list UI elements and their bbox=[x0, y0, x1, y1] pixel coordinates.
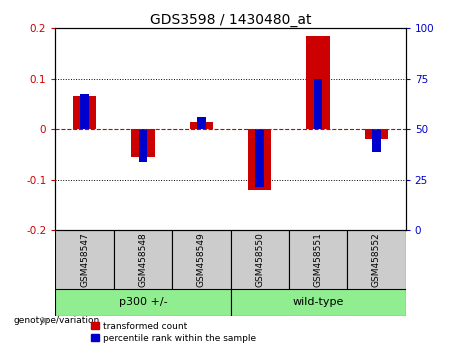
Title: GDS3598 / 1430480_at: GDS3598 / 1430480_at bbox=[150, 13, 311, 27]
Bar bbox=[172, 230, 230, 289]
Bar bbox=[80, 94, 89, 129]
Bar bbox=[307, 36, 330, 129]
Bar bbox=[347, 230, 406, 289]
Text: p300 +/-: p300 +/- bbox=[118, 297, 167, 307]
Bar bbox=[55, 230, 114, 289]
Bar bbox=[114, 230, 172, 289]
Bar bbox=[255, 129, 264, 187]
Bar bbox=[197, 117, 206, 129]
Text: genotype/variation: genotype/variation bbox=[13, 316, 100, 325]
Text: GSM458551: GSM458551 bbox=[313, 232, 323, 287]
Text: GSM458549: GSM458549 bbox=[197, 232, 206, 287]
Bar bbox=[131, 129, 154, 157]
Bar bbox=[230, 289, 406, 315]
Text: GSM458547: GSM458547 bbox=[80, 232, 89, 287]
Bar bbox=[230, 230, 289, 289]
Text: wild-type: wild-type bbox=[292, 297, 344, 307]
Bar bbox=[372, 129, 381, 152]
Text: GSM458548: GSM458548 bbox=[138, 232, 148, 287]
Bar bbox=[313, 79, 323, 129]
Bar bbox=[289, 230, 347, 289]
Bar bbox=[189, 122, 213, 129]
Bar bbox=[138, 129, 147, 162]
Bar bbox=[365, 129, 388, 139]
Legend: transformed count, percentile rank within the sample: transformed count, percentile rank withi… bbox=[88, 319, 260, 346]
Bar bbox=[73, 97, 96, 129]
Text: GSM458552: GSM458552 bbox=[372, 232, 381, 287]
Bar bbox=[248, 129, 272, 190]
Text: GSM458550: GSM458550 bbox=[255, 232, 264, 287]
Bar bbox=[55, 289, 230, 315]
